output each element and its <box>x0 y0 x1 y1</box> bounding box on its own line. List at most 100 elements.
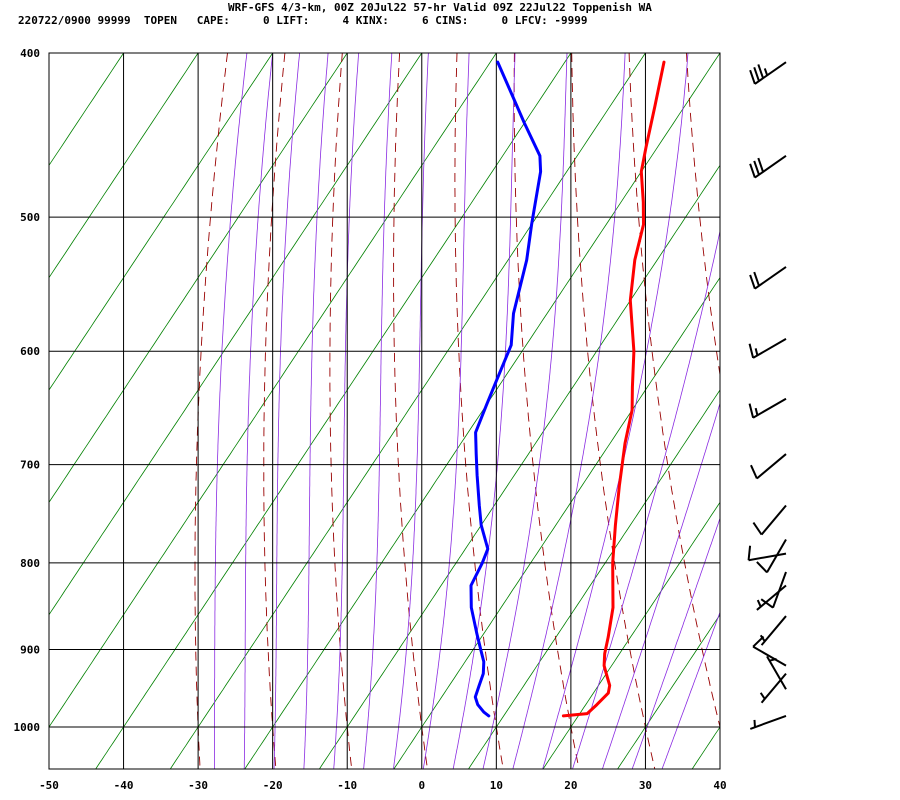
dry-adiabat-line <box>454 53 504 769</box>
barb-half-feather <box>769 657 777 662</box>
isotherm-line <box>691 726 720 769</box>
moist-adiabat-line <box>303 53 329 769</box>
wind-barb <box>750 453 787 480</box>
wind-barb <box>759 672 787 704</box>
isotherm-line <box>318 164 720 769</box>
isotherm-line <box>49 53 50 54</box>
moist-adiabat-line <box>601 402 720 769</box>
moist-adiabat-line <box>482 53 568 769</box>
barb-staff <box>756 584 787 611</box>
wind-barb <box>766 655 787 690</box>
wind-barb <box>752 635 787 667</box>
wind-barb <box>748 338 787 359</box>
dry-adiabat-line <box>513 53 580 769</box>
barb-staff <box>752 645 787 667</box>
barb-staff <box>749 714 787 730</box>
isotherm-line <box>49 53 199 279</box>
y-tick-label: 800 <box>20 557 40 570</box>
y-tick-label: 600 <box>20 345 40 358</box>
isotherm-line <box>244 53 720 769</box>
moist-adiabat-line <box>273 53 300 769</box>
dry-adiabat-line <box>686 53 720 378</box>
dry-adiabat-line <box>194 53 228 769</box>
barb-feather <box>750 464 758 479</box>
barb-staff <box>766 655 787 690</box>
x-tick-label: -50 <box>39 779 59 792</box>
moist-adiabat-line <box>422 53 470 769</box>
x-tick-label: -10 <box>337 779 357 792</box>
barb-staff <box>760 615 787 646</box>
wind-barb <box>759 615 787 646</box>
barb-half-feather <box>756 599 762 608</box>
dry-adiabat-line <box>393 53 428 769</box>
moist-adiabat-line <box>243 53 273 769</box>
y-tick-label: 900 <box>20 643 40 656</box>
x-tick-label: -20 <box>263 779 283 792</box>
barb-feather <box>757 157 765 173</box>
barb-feather <box>753 271 760 287</box>
barb-feather <box>747 545 752 561</box>
moist-adiabat-line <box>363 53 393 769</box>
barb-feather <box>757 64 765 79</box>
sounding-indices: 220722/0900 99999 TOPEN CAPE: 0 LIFT: 4 … <box>18 14 588 27</box>
barb-feather <box>756 561 768 574</box>
wind-barb <box>748 397 787 419</box>
isotherm-line <box>468 389 720 769</box>
isotherm-line <box>49 53 274 391</box>
isotherm-line <box>49 53 348 504</box>
isotherm-line <box>95 53 572 769</box>
barb-feather <box>752 522 763 536</box>
isotherm-line <box>542 501 720 769</box>
barb-staff <box>752 338 787 359</box>
barb-staff <box>760 672 787 704</box>
barb-staff <box>754 61 787 85</box>
wind-barb <box>752 504 787 536</box>
barb-feather <box>748 343 755 359</box>
isotherm-line <box>169 53 646 769</box>
barb-feather <box>760 598 774 609</box>
barb-staff <box>748 552 787 562</box>
moist-adiabat-line <box>572 229 720 769</box>
isotherm-line <box>49 53 497 728</box>
y-tick-label: 500 <box>20 211 40 224</box>
barb-half-feather <box>763 68 769 76</box>
x-tick-label: 40 <box>713 779 726 792</box>
barb-half-feather <box>754 348 759 356</box>
barb-feather <box>748 403 755 418</box>
moist-adiabat-line <box>452 53 516 769</box>
y-tick-label: 400 <box>20 47 40 60</box>
chart-title: WRF-GFS 4/3-km, 00Z 20Jul22 57-hr Valid … <box>228 1 652 14</box>
moist-adiabat-line <box>631 517 720 769</box>
wind-barb <box>749 61 787 85</box>
moist-adiabat-line <box>661 611 720 769</box>
barb-feather <box>753 160 760 176</box>
barb-half-feather <box>759 692 766 700</box>
dry-adiabat-line <box>859 53 900 770</box>
x-tick-label: 30 <box>639 779 652 792</box>
x-tick-label: 20 <box>564 779 577 792</box>
barb-staff <box>756 453 787 480</box>
dewpoint-profile-line <box>469 60 543 718</box>
barb-staff <box>752 397 787 419</box>
dry-adiabat-line <box>263 53 286 769</box>
barb-feather <box>749 69 756 85</box>
plot-frame <box>48 52 721 770</box>
barb-staff <box>760 504 787 536</box>
barb-feather <box>753 66 760 82</box>
moist-adiabat-line <box>333 53 360 769</box>
dry-adiabat-line <box>801 53 900 770</box>
x-tick-label: -30 <box>188 779 208 792</box>
moist-adiabat-line <box>214 53 248 769</box>
temperature-profile-line <box>561 60 666 718</box>
dry-adiabat-line <box>329 53 353 769</box>
barb-half-feather <box>753 719 756 728</box>
moist-adiabat-line <box>512 53 626 769</box>
y-tick-label: 700 <box>20 459 40 472</box>
barb-feather <box>749 274 756 290</box>
y-tick-label: 1000 <box>14 721 41 734</box>
isotherm-line <box>49 53 423 616</box>
x-tick-label: -40 <box>114 779 134 792</box>
wind-barb <box>747 545 787 562</box>
moist-adiabat-line <box>542 53 689 769</box>
